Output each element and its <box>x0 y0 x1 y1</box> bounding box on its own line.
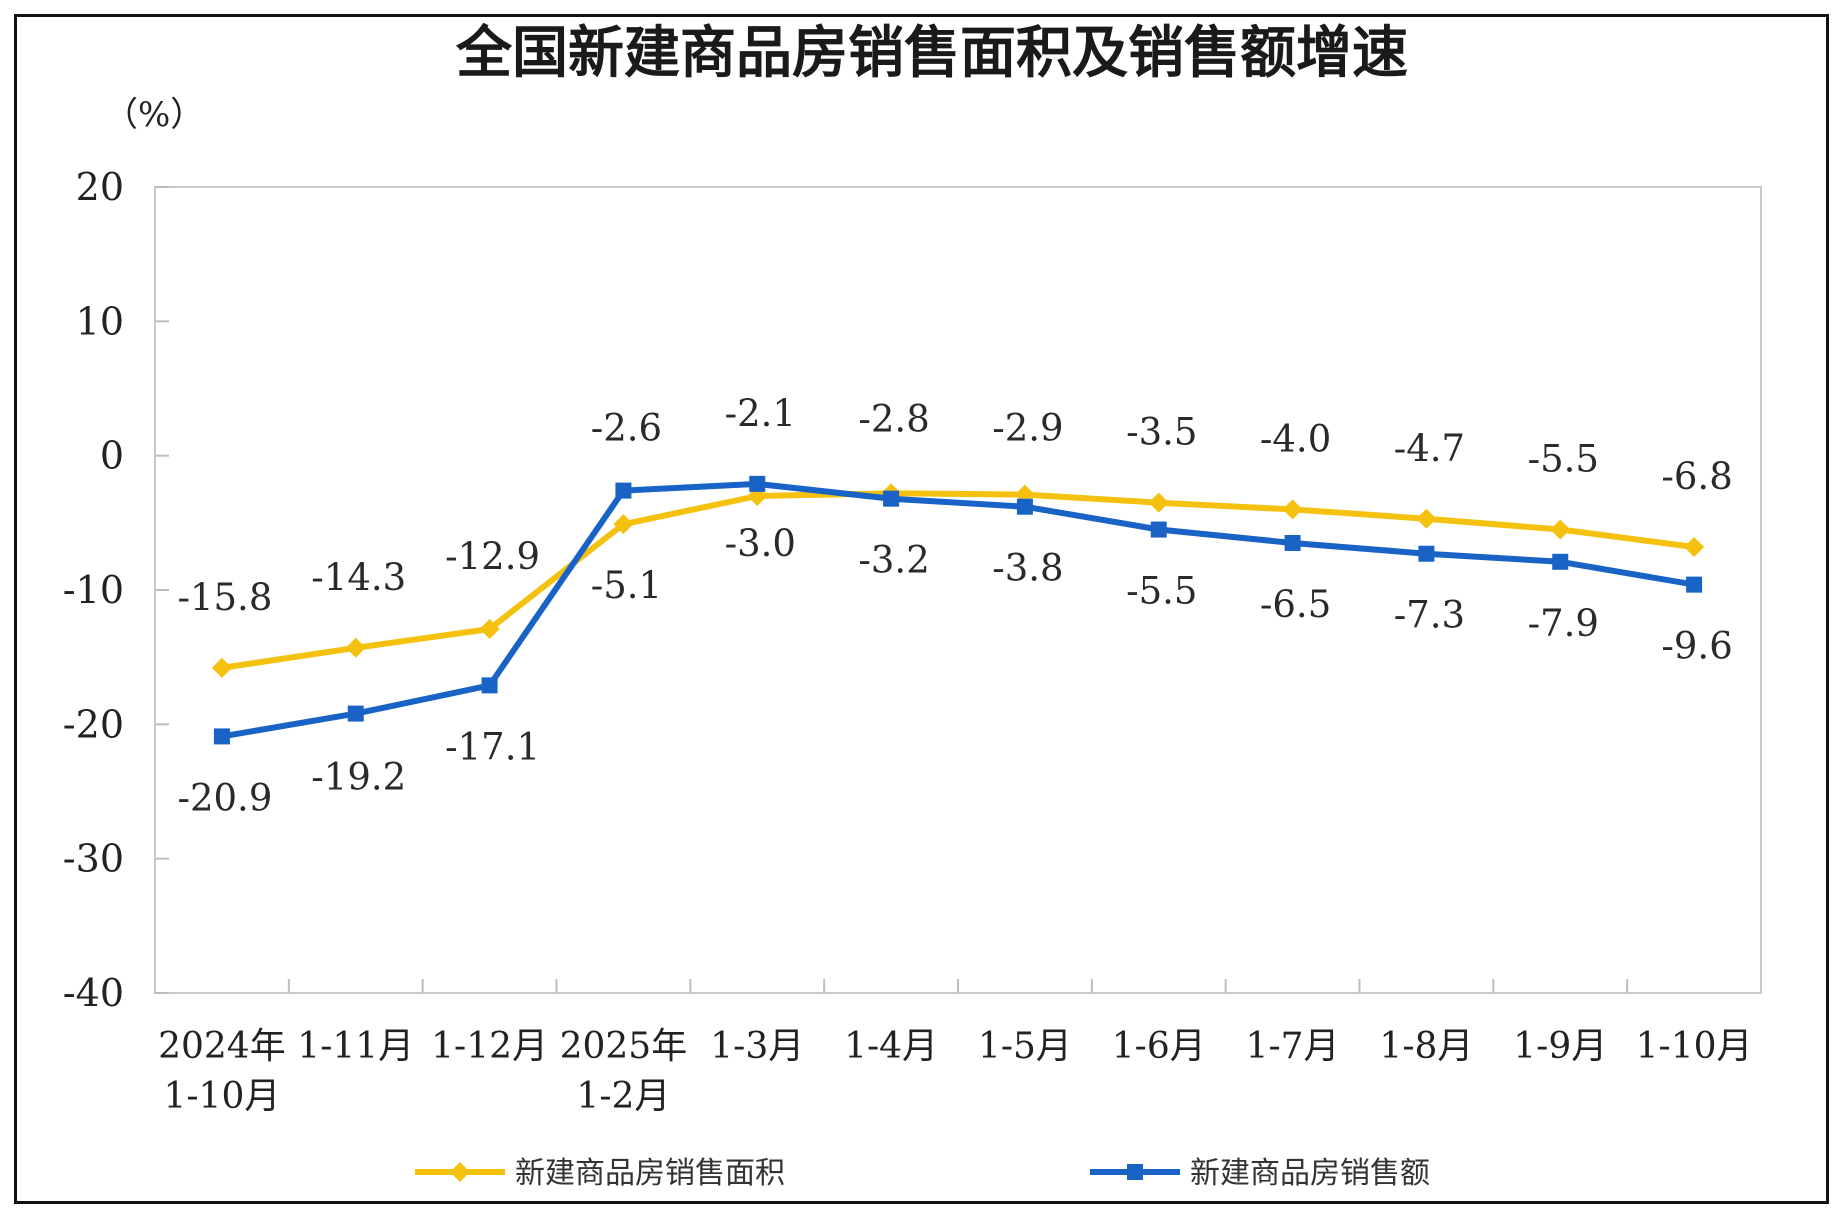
data-label: -7.9 <box>1528 602 1599 645</box>
y-tick-label: -10 <box>63 568 124 612</box>
data-point-marker <box>347 705 364 722</box>
legend-marker <box>450 1162 470 1182</box>
series-line <box>221 490 1695 671</box>
data-label: -17.1 <box>445 725 540 768</box>
series-lines <box>211 475 1705 745</box>
x-tick-label: 1-2月 <box>576 1076 670 1117</box>
data-label: -6.8 <box>1661 455 1732 498</box>
x-tick-label: 2025年 <box>560 1026 688 1067</box>
legend-label: 新建商品房销售面积 <box>515 1156 785 1191</box>
data-label: -12.9 <box>445 535 540 578</box>
data-point-marker <box>1686 576 1703 593</box>
y-tick-label: 10 <box>76 299 124 343</box>
x-tick-label: 1-8月 <box>1379 1026 1473 1067</box>
data-label: -3.0 <box>725 522 796 565</box>
x-tick-label: 1-12月 <box>431 1026 548 1067</box>
x-tick-label: 1-4月 <box>844 1026 938 1067</box>
data-label: -4.0 <box>1260 417 1331 460</box>
data-point-marker <box>1148 492 1169 513</box>
data-label: -5.5 <box>1126 570 1197 613</box>
data-point-marker <box>481 677 498 694</box>
data-label: -15.8 <box>177 576 272 619</box>
data-label: -5.5 <box>1528 438 1599 481</box>
legend: 新建商品房销售面积 新建商品房销售额 <box>415 1156 1430 1191</box>
legend-marker <box>1127 1164 1143 1180</box>
x-tick-label: 1-5月 <box>978 1026 1072 1067</box>
x-tick-label: 1-10月 <box>1636 1026 1753 1067</box>
data-label: -4.7 <box>1394 427 1465 470</box>
x-tick-label: 1-10月 <box>163 1076 280 1117</box>
data-point-marker <box>1284 534 1301 551</box>
data-label: -3.5 <box>1126 411 1197 454</box>
data-label: -14.3 <box>311 556 406 599</box>
x-tick-label: 1-6月 <box>1112 1026 1206 1067</box>
legend-label: 新建商品房销售额 <box>1190 1156 1430 1191</box>
chart-frame <box>14 14 1829 1204</box>
data-point-marker <box>1550 519 1571 540</box>
data-label: -2.6 <box>591 407 662 450</box>
data-label: -6.5 <box>1260 583 1331 626</box>
y-tick-label: 20 <box>76 165 124 209</box>
chart-title: 全国新建商品房销售面积及销售额增速 <box>455 21 1408 86</box>
y-unit-label: （%） <box>104 95 204 135</box>
data-point-marker <box>1282 499 1303 520</box>
data-label: -20.9 <box>177 776 272 819</box>
data-label: -2.8 <box>858 397 929 440</box>
data-label: -2.1 <box>725 392 796 435</box>
data-point-marker <box>479 618 500 639</box>
data-point-marker <box>345 637 366 658</box>
data-point-marker <box>1150 521 1167 538</box>
data-point-marker <box>613 514 634 535</box>
x-tick-label: 1-7月 <box>1246 1026 1340 1067</box>
data-label: -3.8 <box>992 547 1063 590</box>
data-label: -9.6 <box>1661 625 1732 668</box>
data-point-marker <box>213 728 230 745</box>
data-point-marker <box>883 490 900 507</box>
x-tick-label: 2024年 <box>158 1026 286 1067</box>
data-point-marker <box>1418 545 1435 562</box>
data-point-marker <box>749 475 766 492</box>
data-labels: -15.8 -14.3 -12.9 -5.1 -3.0 -2.8 -2.9 -3.5 -4.0 -… <box>177 392 1732 820</box>
axes: 20 10 0 -10 -20 -30 -40 2024年 1-10月 1-11月 1-12月 202… <box>63 165 1753 1117</box>
data-point-marker <box>1416 508 1437 529</box>
data-label: -3.2 <box>858 539 929 582</box>
y-tick-label: -20 <box>63 702 124 746</box>
data-point-marker <box>211 657 232 678</box>
x-tick-label: 1-9月 <box>1513 1026 1607 1067</box>
x-tick-label: 1-11月 <box>297 1026 414 1067</box>
y-tick-label: -40 <box>63 971 124 1015</box>
data-point-marker <box>615 482 632 499</box>
x-tick-label: 1-3月 <box>710 1026 804 1067</box>
data-point-marker <box>1552 553 1569 570</box>
y-tick-label: 0 <box>100 434 124 478</box>
data-label: -5.1 <box>591 564 662 607</box>
data-point-marker <box>1684 537 1705 558</box>
data-label: -7.3 <box>1394 594 1465 637</box>
data-label: -19.2 <box>311 756 406 799</box>
series-line <box>221 480 1695 740</box>
y-tick-label: -30 <box>63 837 124 881</box>
data-point-marker <box>1016 498 1033 515</box>
data-label: -2.9 <box>992 407 1063 450</box>
